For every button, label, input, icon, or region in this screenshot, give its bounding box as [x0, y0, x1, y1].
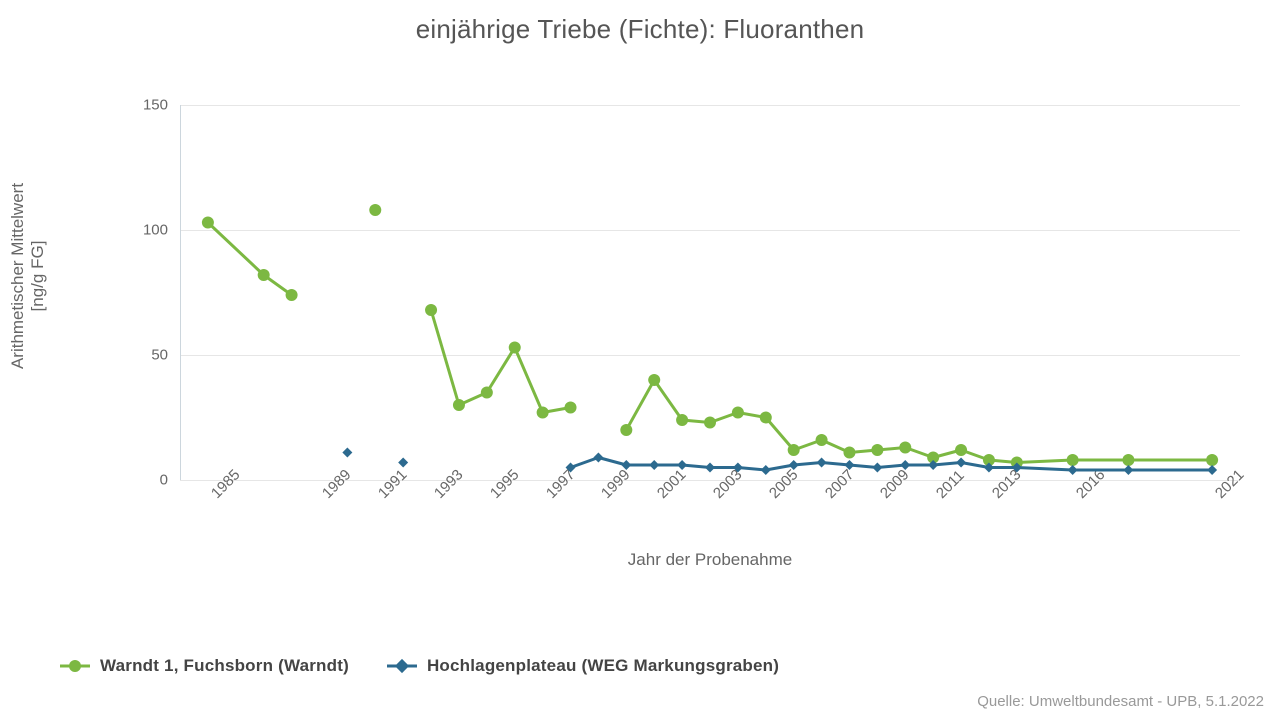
data-point[interactable] [620, 424, 632, 436]
data-point[interactable] [1123, 465, 1133, 475]
legend-item[interactable]: Hochlagenplateau (WEG Markungsgraben) [387, 656, 779, 676]
data-point[interactable] [258, 269, 270, 281]
data-point[interactable] [676, 414, 688, 426]
data-point[interactable] [761, 465, 771, 475]
y-tick-label: 100 [143, 222, 180, 239]
data-point[interactable] [733, 463, 743, 473]
plot-area: 0501001501985198919911993199519971999200… [180, 80, 1240, 480]
data-point[interactable] [286, 289, 298, 301]
data-point[interactable] [1068, 465, 1078, 475]
legend-swatch [60, 659, 90, 673]
data-point[interactable] [899, 442, 911, 454]
data-point[interactable] [789, 460, 799, 470]
data-point[interactable] [760, 412, 772, 424]
data-point[interactable] [1122, 454, 1134, 466]
data-point[interactable] [566, 463, 576, 473]
data-point[interactable] [593, 453, 603, 463]
data-point[interactable] [817, 458, 827, 468]
data-point[interactable] [398, 458, 408, 468]
data-point[interactable] [202, 217, 214, 229]
y-tick-label: 150 [143, 97, 180, 114]
legend-label: Hochlagenplateau (WEG Markungsgraben) [427, 656, 779, 676]
x-axis-title: Jahr der Probenahme [180, 550, 1240, 570]
data-point[interactable] [788, 444, 800, 456]
data-point[interactable] [704, 417, 716, 429]
y-tick-label: 0 [160, 472, 180, 489]
data-point[interactable] [649, 460, 659, 470]
chart-container: einjährige Triebe (Fichte): Fluoranthen … [0, 0, 1280, 720]
data-point[interactable] [871, 444, 883, 456]
data-point[interactable] [956, 458, 966, 468]
data-point[interactable] [369, 204, 381, 216]
data-point[interactable] [900, 460, 910, 470]
legend-item[interactable]: Warndt 1, Fuchsborn (Warndt) [60, 656, 349, 676]
series-line [208, 223, 292, 296]
data-point[interactable] [844, 460, 854, 470]
data-point[interactable] [342, 448, 352, 458]
data-point[interactable] [732, 407, 744, 419]
data-point[interactable] [705, 463, 715, 473]
series-line [431, 310, 570, 413]
data-point[interactable] [872, 463, 882, 473]
legend: Warndt 1, Fuchsborn (Warndt) Hochlagenpla… [60, 656, 779, 676]
data-point[interactable] [481, 387, 493, 399]
y-axis-title-line1: Arithmetischer Mittelwert [8, 183, 27, 369]
data-point[interactable] [1206, 454, 1218, 466]
y-axis-title: Arithmetischer Mittelwert [ng/g FG] [8, 183, 48, 369]
data-point[interactable] [816, 434, 828, 446]
data-point[interactable] [453, 399, 465, 411]
data-point[interactable] [677, 460, 687, 470]
data-point[interactable] [425, 304, 437, 316]
legend-label: Warndt 1, Fuchsborn (Warndt) [100, 656, 349, 676]
data-point[interactable] [648, 374, 660, 386]
series-layer [180, 80, 1240, 480]
chart-title: einjährige Triebe (Fichte): Fluoranthen [0, 14, 1280, 45]
data-point[interactable] [621, 460, 631, 470]
legend-swatch [387, 659, 417, 673]
data-point[interactable] [509, 342, 521, 354]
data-point[interactable] [537, 407, 549, 419]
data-point[interactable] [565, 402, 577, 414]
data-point[interactable] [1067, 454, 1079, 466]
source-attribution: Quelle: Umweltbundesamt - UPB, 5.1.2022 [977, 693, 1264, 710]
data-point[interactable] [843, 447, 855, 459]
data-point[interactable] [955, 444, 967, 456]
y-tick-label: 50 [151, 347, 180, 364]
y-axis-title-line2: [ng/g FG] [28, 183, 48, 369]
data-point[interactable] [1207, 465, 1217, 475]
